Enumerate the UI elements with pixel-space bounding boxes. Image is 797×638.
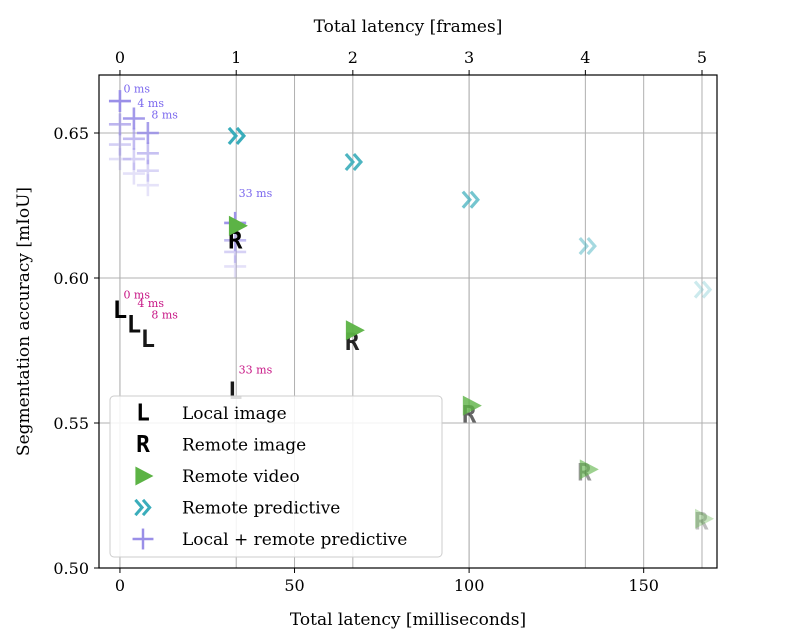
data-point xyxy=(122,127,145,150)
svg-text:R: R xyxy=(136,432,150,458)
data-marks: RRRRRLLLL xyxy=(108,90,715,536)
data-point xyxy=(224,255,247,278)
svg-text:L: L xyxy=(113,296,127,324)
data-point xyxy=(122,148,145,171)
data-point xyxy=(228,215,248,236)
data-point xyxy=(122,107,145,130)
legend: L Local image R Remote image Remote video Rem… xyxy=(109,395,443,558)
legend-marker: R xyxy=(136,432,150,458)
data-point xyxy=(224,229,247,252)
legend-label: Remote predictive xyxy=(182,499,340,519)
x-tick-label: 0 xyxy=(115,576,125,595)
data-point xyxy=(578,237,597,256)
annotation-label: 8 ms xyxy=(151,309,178,322)
legend-label: Remote image xyxy=(182,436,306,456)
data-point xyxy=(227,126,247,145)
svg-text:L: L xyxy=(141,325,155,353)
data-point xyxy=(122,162,145,185)
data-point: R xyxy=(694,508,709,536)
data-point xyxy=(345,320,365,341)
legend-label: Local + remote predictive xyxy=(182,530,407,550)
data-point xyxy=(108,148,131,171)
x2-tick-label: 0 xyxy=(115,48,125,67)
data-point xyxy=(224,240,247,263)
y-tick-label: 0.50 xyxy=(53,559,89,578)
data-point xyxy=(461,190,480,209)
annotation-label: 33 ms xyxy=(239,364,273,377)
top-x-axis-label: Total latency [frames] xyxy=(314,17,503,37)
data-point xyxy=(462,395,482,416)
data-point xyxy=(695,508,715,529)
annotation-label: 0 ms xyxy=(123,82,150,95)
data-point xyxy=(136,159,159,182)
data-point: L xyxy=(127,310,141,338)
svg-text:L: L xyxy=(127,310,141,338)
legend-label: Remote video xyxy=(182,467,300,487)
legend-marker: L xyxy=(136,401,150,427)
data-point: L xyxy=(141,325,155,353)
y-tick-label: 0.65 xyxy=(53,124,89,143)
x2-tick-label: 5 xyxy=(697,48,707,67)
legend-label: Local image xyxy=(182,404,287,424)
plot-frame xyxy=(98,74,718,569)
data-point xyxy=(136,174,159,197)
axis-ticks: 0 50 100 150 0 1 2 3 4 5 0.50 0.55 0.60 0.65 xyxy=(53,48,707,595)
data-point xyxy=(136,142,159,165)
x2-tick-label: 2 xyxy=(348,48,358,67)
x-tick-label: 50 xyxy=(284,576,304,595)
data-point xyxy=(693,280,713,299)
data-point xyxy=(108,90,131,113)
annotation-label: 4 ms xyxy=(137,297,164,310)
x2-tick-label: 3 xyxy=(464,48,474,67)
x2-tick-label: 1 xyxy=(231,48,241,67)
annotation-label: 33 ms xyxy=(239,187,273,200)
annotation-label: 4 ms xyxy=(137,97,164,110)
svg-text:R: R xyxy=(694,508,709,536)
y-tick-label: 0.60 xyxy=(53,269,89,288)
annotation-label: 0 ms xyxy=(123,288,150,301)
legend-marker xyxy=(134,498,152,517)
data-point xyxy=(344,152,364,172)
data-point: L xyxy=(113,296,127,324)
data-point xyxy=(579,459,599,480)
y-tick-label: 0.55 xyxy=(53,414,89,433)
legend-marker xyxy=(135,466,154,486)
svg-text:L: L xyxy=(136,401,150,427)
legend-marker xyxy=(132,528,154,550)
x-tick-label: 150 xyxy=(628,576,659,595)
annotation-label: 8 ms xyxy=(151,109,178,122)
y-axis-label: Segmentation accuracy [mIoU] xyxy=(14,187,34,456)
data-point xyxy=(108,113,131,136)
legend-box xyxy=(109,395,443,558)
x2-tick-label: 4 xyxy=(580,48,590,67)
x-axis-label: Total latency [milliseconds] xyxy=(290,610,526,630)
x-tick-label: 100 xyxy=(454,576,485,595)
data-point xyxy=(136,122,159,144)
data-point xyxy=(108,133,131,156)
